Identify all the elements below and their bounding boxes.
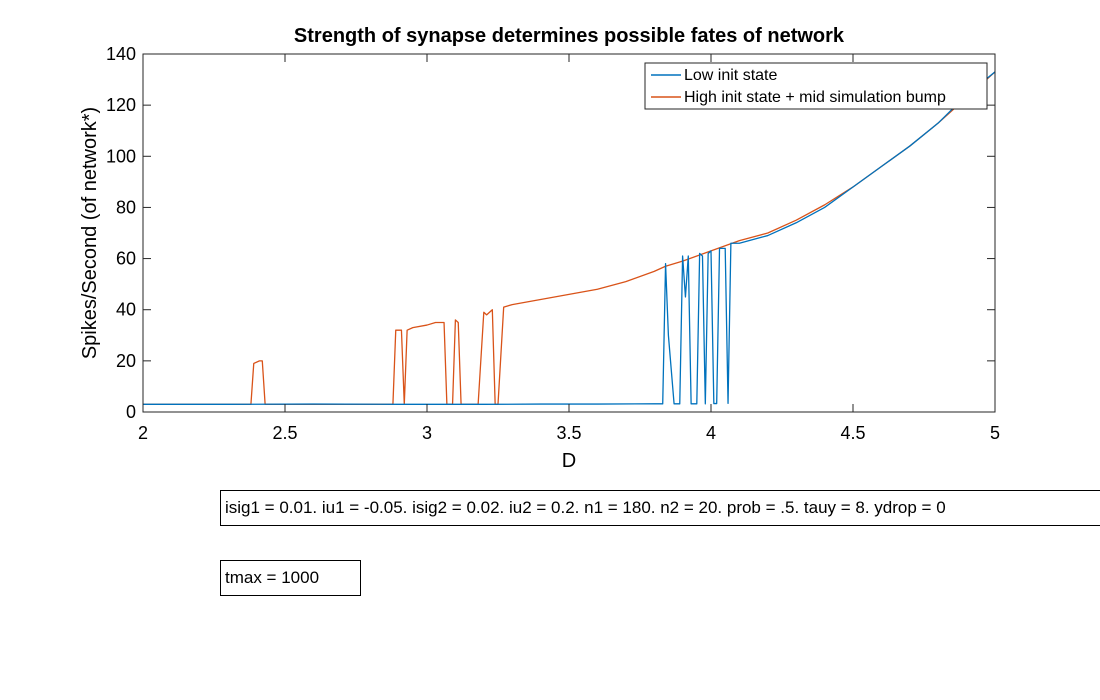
legend-label-low-init: Low init state [684, 67, 777, 84]
parameters-annotation: isig1 = 0.01. iu1 = -0.05. isig2 = 0.02.… [220, 490, 1100, 526]
x-tick-label: 3.5 [556, 423, 581, 443]
y-tick-label: 120 [106, 95, 136, 115]
y-axis-label: Spikes/Second (of network*) [79, 107, 101, 359]
y-tick-label: 60 [116, 249, 136, 269]
x-axis: 2 2.5 3 3.5 4 4.5 5 [138, 54, 1000, 443]
y-axis: 0 20 40 60 80 100 120 140 [106, 44, 995, 422]
y-tick-label: 40 [116, 300, 136, 320]
legend-box [644, 62, 988, 110]
y-tick-label: 140 [106, 44, 136, 64]
x-tick-label: 4.5 [840, 423, 865, 443]
legend-label-high-init: High init state + mid simulation bump [684, 89, 946, 106]
y-tick-label: 20 [116, 351, 136, 371]
x-tick-label: 2 [138, 423, 148, 443]
x-axis-label: D [562, 450, 576, 472]
x-tick-label: 4 [706, 423, 716, 443]
y-tick-label: 80 [116, 197, 136, 217]
x-tick-label: 5 [990, 423, 1000, 443]
chart-title: Strength of synapse determines possible … [294, 25, 845, 47]
legend: Low init state High init state + mid sim… [644, 62, 988, 110]
tmax-annotation: tmax = 1000 [220, 560, 361, 596]
x-tick-label: 3 [422, 423, 432, 443]
plot-area [143, 54, 995, 412]
x-tick-label: 2.5 [272, 423, 297, 443]
y-tick-label: 0 [126, 402, 136, 422]
y-tick-label: 100 [106, 146, 136, 166]
